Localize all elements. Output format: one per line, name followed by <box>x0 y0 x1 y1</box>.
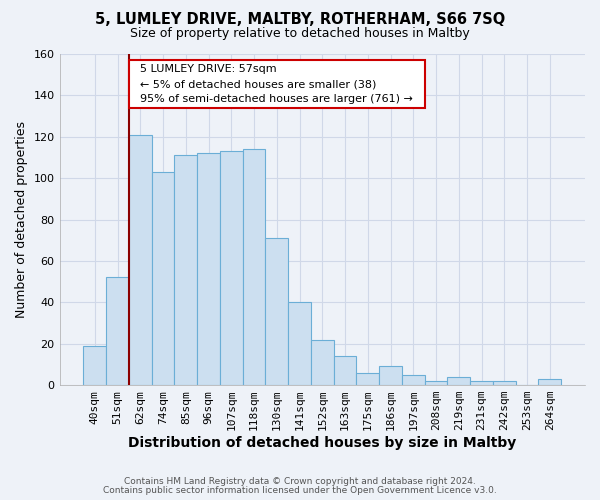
Bar <box>448 377 470 385</box>
Bar <box>152 172 175 385</box>
Bar <box>242 149 265 385</box>
Bar <box>175 156 197 385</box>
Y-axis label: Number of detached properties: Number of detached properties <box>15 121 28 318</box>
Bar <box>379 366 402 385</box>
Text: Size of property relative to detached houses in Maltby: Size of property relative to detached ho… <box>130 28 470 40</box>
Bar <box>197 154 220 385</box>
X-axis label: Distribution of detached houses by size in Maltby: Distribution of detached houses by size … <box>128 436 517 450</box>
Text: Contains public sector information licensed under the Open Government Licence v3: Contains public sector information licen… <box>103 486 497 495</box>
Bar <box>220 152 242 385</box>
Bar <box>402 374 425 385</box>
Bar <box>311 340 334 385</box>
Bar <box>83 346 106 385</box>
Bar <box>265 238 288 385</box>
Text: Contains HM Land Registry data © Crown copyright and database right 2024.: Contains HM Land Registry data © Crown c… <box>124 477 476 486</box>
Bar <box>493 381 515 385</box>
Bar <box>288 302 311 385</box>
Bar <box>129 134 152 385</box>
Bar <box>356 372 379 385</box>
Bar <box>470 381 493 385</box>
Text: 5, LUMLEY DRIVE, MALTBY, ROTHERHAM, S66 7SQ: 5, LUMLEY DRIVE, MALTBY, ROTHERHAM, S66 … <box>95 12 505 28</box>
Bar <box>425 381 448 385</box>
Bar <box>106 278 129 385</box>
Bar <box>538 379 561 385</box>
Bar <box>334 356 356 385</box>
Text: 5 LUMLEY DRIVE: 57sqm
  ← 5% of detached houses are smaller (38)
  95% of semi-d: 5 LUMLEY DRIVE: 57sqm ← 5% of detached h… <box>133 64 421 104</box>
